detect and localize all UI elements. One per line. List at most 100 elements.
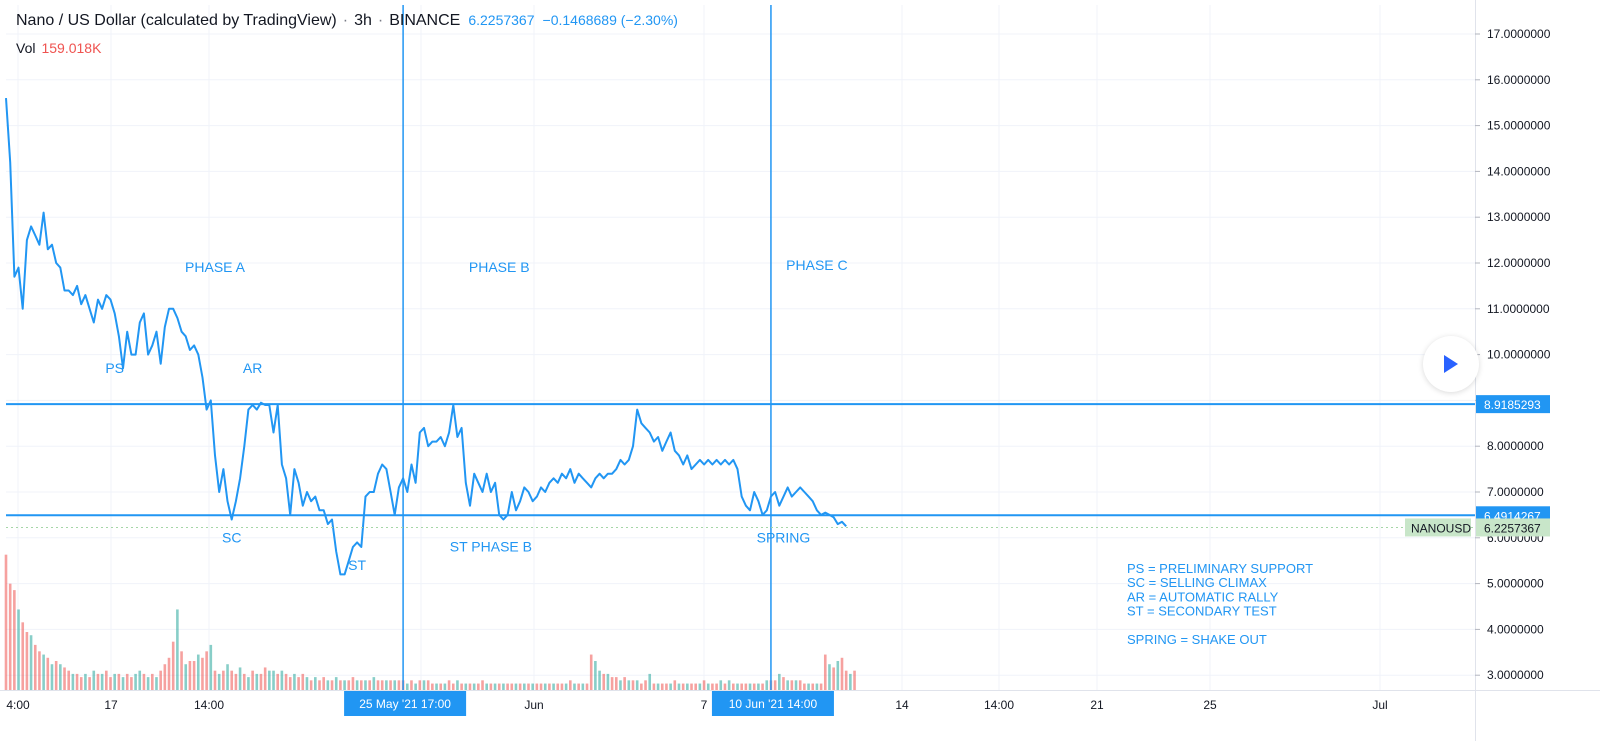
volume-bar: [660, 683, 664, 690]
volume-bar: [184, 664, 188, 690]
legend-line[interactable]: ST = SECONDARY TEST: [1127, 604, 1277, 619]
x-tick-label: 4:00: [6, 698, 30, 712]
volume-bar: [280, 670, 284, 690]
volume-bar: [790, 680, 794, 690]
volume-bar: [715, 683, 718, 690]
chart-annotation[interactable]: PS: [105, 360, 124, 376]
volume-bar: [100, 673, 104, 690]
y-tick-label: 11.0000000: [1487, 302, 1550, 316]
volume-bar: [330, 680, 334, 690]
time-axis-highlight-label: 25 May '21 17:00: [359, 697, 451, 711]
volume-bar: [159, 670, 162, 690]
volume-bar: [694, 683, 697, 690]
volume-label: Vol: [16, 40, 36, 56]
volume-bar: [727, 680, 731, 690]
volume-bar: [71, 673, 75, 690]
volume-bar: [234, 673, 238, 690]
volume-bar: [293, 673, 296, 690]
legend-line[interactable]: SC = SELLING CLIMAX: [1127, 575, 1267, 590]
volume-bar: [138, 670, 142, 690]
legend-line[interactable]: SPRING = SHAKE OUT: [1127, 632, 1267, 647]
volume-bar: [389, 680, 392, 690]
volume-bar: [146, 677, 150, 690]
volume-bar: [489, 683, 493, 690]
volume-bar: [355, 680, 359, 690]
volume-bar: [765, 680, 769, 690]
volume-bar: [163, 664, 167, 690]
y-tick-label: 17.0000000: [1487, 27, 1551, 41]
chart-annotation[interactable]: PHASE A: [185, 259, 246, 275]
volume-bar: [167, 657, 171, 690]
volume-bar: [393, 680, 397, 690]
volume-bar: [619, 680, 622, 690]
chart-annotation[interactable]: SC: [222, 529, 241, 545]
volume-bar: [443, 683, 447, 690]
y-tick-label: 5.0000000: [1487, 577, 1544, 591]
volume-bar: [238, 667, 242, 690]
volume-bar: [284, 673, 288, 690]
volume-bar: [497, 683, 501, 690]
symbol-title[interactable]: Nano / US Dollar (calculated by TradingV…: [16, 12, 337, 29]
volume-bar: [485, 683, 488, 690]
volume-bar: [263, 667, 267, 690]
x-tick-label: 25: [1203, 698, 1217, 712]
volume-bar: [130, 677, 133, 690]
volume-bar: [418, 680, 422, 690]
y-tick-label: 3.0000000: [1487, 668, 1544, 682]
volume-bar: [92, 670, 96, 690]
y-tick-label: 10.0000000: [1487, 348, 1551, 362]
volume-bar: [8, 583, 12, 690]
legend-line[interactable]: PS = PRELIMINARY SUPPORT: [1127, 561, 1313, 576]
header-separator: ·: [342, 12, 349, 29]
chart-annotation[interactable]: PHASE B: [469, 259, 530, 275]
time-axis-highlight: [711, 691, 834, 716]
volume-bar: [326, 680, 330, 690]
volume-bar: [242, 673, 246, 690]
time-axis-highlight: [344, 691, 467, 716]
volume-bar: [364, 680, 367, 690]
chart-annotation[interactable]: ST PHASE B: [450, 539, 532, 555]
volume-bar: [794, 680, 798, 690]
volume-bar: [142, 673, 146, 690]
x-tick-label: 17: [104, 698, 118, 712]
volume-bar: [635, 680, 639, 690]
volume-bar: [623, 677, 626, 690]
legend-line[interactable]: AR = AUTOMATIC RALLY: [1127, 589, 1279, 604]
volume-bar: [385, 680, 388, 690]
chart-annotation[interactable]: PHASE C: [786, 257, 847, 273]
volume-bar: [548, 683, 551, 690]
volume-bar: [247, 677, 250, 690]
volume-bar: [644, 680, 647, 690]
volume-bar: [464, 683, 468, 690]
volume-bar: [744, 683, 748, 690]
level-price-badge: [1476, 395, 1550, 414]
volume-bar: [272, 670, 275, 690]
volume-bar: [832, 667, 835, 690]
volume-bar: [677, 683, 681, 690]
chart-annotation[interactable]: ST: [348, 557, 366, 573]
interval-label[interactable]: 3h: [354, 12, 372, 29]
volume-bar: [723, 683, 727, 690]
volume-bar: [631, 680, 635, 690]
volume-bar: [456, 680, 459, 690]
volume-bar: [468, 683, 472, 690]
replay-button[interactable]: [1423, 336, 1479, 392]
price-line[interactable]: [5, 98, 847, 576]
chart-annotation[interactable]: AR: [243, 360, 262, 376]
volume-bar: [305, 677, 309, 690]
volume-bar: [67, 670, 70, 690]
volume-bar: [288, 677, 292, 690]
chart-annotation[interactable]: SPRING: [757, 529, 811, 545]
volume-bar: [380, 680, 384, 690]
volume-bar: [59, 664, 62, 690]
volume-bar: [50, 664, 54, 690]
x-tick-label: 7: [701, 698, 708, 712]
volume-bar: [481, 680, 484, 690]
volume-bar: [673, 680, 677, 690]
volume-bar: [748, 683, 752, 690]
volume-bar: [786, 680, 789, 690]
volume-bar: [368, 680, 371, 690]
volume-bar: [351, 677, 355, 690]
